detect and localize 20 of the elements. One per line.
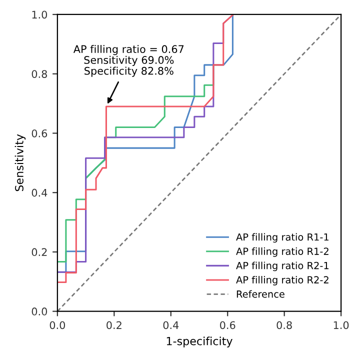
y-tick-label: 0.0 xyxy=(32,308,48,316)
y-tick-label: 1.0 xyxy=(32,10,48,19)
x-tick-label: 0.8 xyxy=(276,321,292,330)
legend-label: AP filling ratio R1-2 xyxy=(236,247,328,257)
annotation: AP filling ratio = 0.67 Sensitivity 69.0% Specificity 82.8% xyxy=(73,44,184,77)
y-tick-label: 0.6 xyxy=(32,129,48,138)
y-axis-title: Sensitivity xyxy=(14,134,26,192)
y-tick-label: 0.2 xyxy=(32,248,47,256)
y-tick-label: 0.4 xyxy=(32,188,48,197)
x-tick-label: 0.4 xyxy=(163,321,179,330)
legend-label: AP filling ratio R1-1 xyxy=(236,233,328,243)
x-tick-label: 1.0 xyxy=(334,321,349,330)
x-tick-label: 0.0 xyxy=(50,321,66,330)
x-tick-label: 0.6 xyxy=(220,321,236,330)
legend-label: AP filling ratio R2-2 xyxy=(236,276,328,286)
y-tick-label: 0.8 xyxy=(32,70,48,78)
legend-label: Reference xyxy=(236,290,284,298)
x-tick-label: 0.2 xyxy=(106,321,122,330)
x-axis-title: 1-specificity xyxy=(166,336,232,348)
legend-label: AP filling ratio R2-1 xyxy=(236,262,328,272)
